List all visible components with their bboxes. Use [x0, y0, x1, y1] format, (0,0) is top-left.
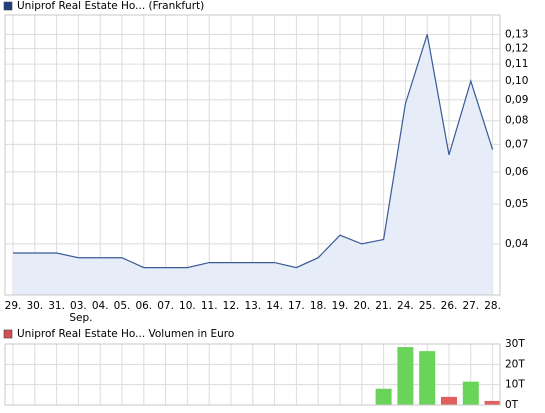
x-tick-label: 17.	[288, 300, 305, 312]
volume-bar	[375, 388, 392, 405]
y-tick-label: 0,11	[505, 58, 528, 70]
x-tick-label: 24.	[397, 300, 414, 312]
x-tick-label: 18.	[310, 300, 327, 312]
x-tick-label: 13.	[244, 300, 261, 312]
x-tick-label: 29.	[5, 300, 22, 312]
x-tick-label: 04.	[92, 300, 109, 312]
volume-bar	[441, 396, 457, 405]
x-tick-label: 12.	[223, 300, 240, 312]
price-area	[13, 34, 493, 296]
x-tick-label: 21.	[375, 300, 392, 312]
x-tick-label: 05.	[114, 300, 131, 312]
x-tick-label: 31.	[48, 300, 65, 312]
y-tick-label: 0,04	[505, 238, 529, 250]
y-tick-label: 0,10	[505, 75, 528, 87]
y-tick-label: 0T	[505, 399, 519, 411]
price-line	[13, 34, 494, 269]
y-tick-label: 0,08	[505, 115, 528, 127]
x-tick-label: 28.	[484, 300, 501, 312]
y-tick-label: 20T	[505, 358, 525, 370]
x-tick-label: 26.	[441, 300, 458, 312]
volume-bar	[397, 347, 414, 405]
plot-border	[4, 14, 501, 296]
x-tick-label: 27.	[462, 300, 479, 312]
y-tick-label: 0,07	[505, 138, 528, 150]
y-tick-label: 0,05	[505, 198, 528, 210]
legend-label: Uniprof Real Estate Ho... (Frankfurt)	[17, 0, 204, 12]
y-tick-label: 10T	[505, 379, 525, 391]
y-tick-label: 30T	[505, 338, 525, 350]
x-tick-label: 14.	[266, 300, 283, 312]
volume-bar	[419, 351, 436, 405]
x-tick-label: 11.	[201, 300, 218, 312]
y-tick-label: 0,13	[505, 28, 528, 40]
legend-label: Uniprof Real Estate Ho... Volumen in Eur…	[17, 328, 234, 340]
legend-swatch	[3, 329, 13, 339]
volume-bar	[462, 381, 479, 405]
y-tick-label: 0,06	[505, 166, 529, 178]
x-tick-label: 06.	[135, 300, 152, 312]
volume-bar	[484, 400, 501, 405]
x-tick-label: 07.	[157, 300, 174, 312]
x-period-label: Sep.	[69, 312, 92, 324]
legend-swatch	[3, 1, 13, 11]
x-tick-label: 25.	[419, 300, 436, 312]
plot-border	[4, 343, 501, 406]
x-tick-label: 03.	[70, 300, 87, 312]
y-tick-label: 0,12	[505, 43, 528, 55]
x-tick-label: 19.	[332, 300, 349, 312]
x-tick-label: 20.	[353, 300, 370, 312]
y-tick-label: 0,09	[505, 94, 528, 106]
x-tick-label: 10.	[179, 300, 196, 312]
x-tick-label: 30.	[26, 300, 43, 312]
